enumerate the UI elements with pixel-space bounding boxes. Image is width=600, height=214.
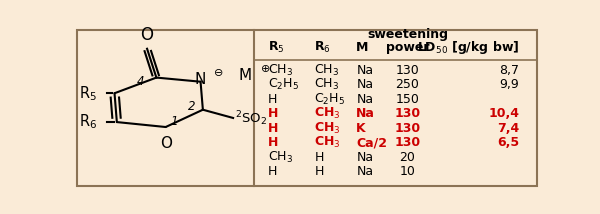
Text: LD$_{50}$ [g/kg bw]: LD$_{50}$ [g/kg bw] [416, 39, 519, 56]
Text: R$_6$: R$_6$ [79, 113, 97, 131]
Text: C$_2$H$_5$: C$_2$H$_5$ [268, 77, 299, 92]
FancyBboxPatch shape [77, 30, 537, 186]
Text: 1: 1 [170, 115, 178, 128]
Text: CH$_3$: CH$_3$ [314, 63, 340, 78]
Text: power: power [386, 41, 429, 54]
Text: 8,7: 8,7 [499, 64, 519, 77]
Text: $^2$SO$_2$: $^2$SO$_2$ [235, 109, 268, 128]
Text: C$_2$H$_5$: C$_2$H$_5$ [314, 92, 346, 107]
Text: sweetening: sweetening [367, 28, 448, 41]
Text: O: O [160, 136, 172, 151]
Text: H: H [314, 165, 324, 178]
Text: 9,9: 9,9 [499, 78, 519, 91]
Text: ⊖: ⊖ [214, 68, 223, 78]
Text: 130: 130 [394, 122, 421, 135]
Text: R$_5$: R$_5$ [268, 40, 284, 55]
Text: CH$_3$: CH$_3$ [268, 150, 293, 165]
Text: 150: 150 [395, 93, 419, 106]
Text: CH$_3$: CH$_3$ [314, 121, 341, 136]
Text: M: M [238, 68, 251, 83]
Text: Ca/2: Ca/2 [356, 136, 388, 149]
Text: R$_5$: R$_5$ [79, 84, 97, 103]
Text: 20: 20 [400, 151, 415, 164]
Text: R$_6$: R$_6$ [314, 40, 331, 55]
Text: K: K [356, 122, 366, 135]
Text: 6,5: 6,5 [497, 136, 519, 149]
Text: Na: Na [356, 64, 373, 77]
Text: 7,4: 7,4 [497, 122, 519, 135]
Text: 10,4: 10,4 [488, 107, 519, 120]
Text: 10: 10 [400, 165, 415, 178]
Text: CH$_3$: CH$_3$ [268, 63, 293, 78]
Text: O: O [140, 26, 154, 44]
Text: Na: Na [356, 93, 373, 106]
Text: N: N [195, 72, 206, 87]
Text: 130: 130 [394, 136, 421, 149]
Text: CH$_3$: CH$_3$ [314, 135, 341, 150]
Text: H: H [268, 165, 277, 178]
Text: CH$_3$: CH$_3$ [314, 77, 340, 92]
Text: 130: 130 [394, 107, 421, 120]
Text: Na: Na [356, 107, 375, 120]
Text: H: H [314, 151, 324, 164]
Text: CH$_3$: CH$_3$ [314, 106, 341, 121]
Text: 2: 2 [188, 100, 196, 113]
Text: Na: Na [356, 165, 373, 178]
Text: H: H [268, 122, 278, 135]
Text: H: H [268, 107, 278, 120]
Text: H: H [268, 93, 277, 106]
Text: M: M [356, 41, 368, 54]
Text: 250: 250 [395, 78, 419, 91]
Text: Na: Na [356, 78, 373, 91]
Text: ⊕: ⊕ [261, 64, 271, 74]
Text: 4: 4 [136, 75, 144, 88]
Text: 130: 130 [395, 64, 419, 77]
Text: Na: Na [356, 151, 373, 164]
Text: H: H [268, 136, 278, 149]
